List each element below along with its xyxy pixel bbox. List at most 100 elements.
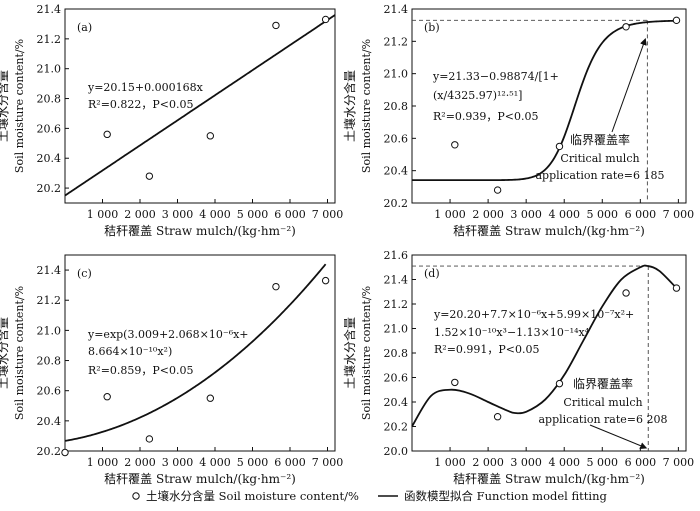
panel-c-data-point — [145, 435, 154, 443]
panel-c-ylabel-cn: 土壤水分含量 — [0, 317, 10, 389]
panel-b-ytick-label: 20.6 — [384, 132, 409, 145]
panel-d-equation-2: 1.52×10⁻¹⁰x³−1.13×10⁻¹⁴x⁴ — [434, 326, 590, 339]
panel-a-tag: (a) — [77, 21, 92, 34]
panel-a-xtick-label: 1 000 — [87, 208, 119, 221]
panel-a-xtick-label: 4 000 — [199, 208, 231, 221]
panel-c-xtick-label: 4 000 — [199, 456, 231, 469]
panel-a-ylabel: 土壤水分含量 Soil moisture content/% — [0, 39, 26, 173]
panel-d-critical-arrow — [589, 424, 648, 449]
panel-b-fit-line — [411, 19, 679, 182]
panel-d-critical-en-2: application rate=6 208 — [539, 413, 668, 426]
panel-c-ytick-label: 20.6 — [37, 385, 62, 398]
panel-c-xtick-label: 7 000 — [312, 456, 344, 469]
panel-c-xlabel: 秸秆覆盖 Straw mulch/(kg·hm⁻²) — [104, 472, 296, 486]
panel-c: 20.2 20.4 20.6 20.8 21.0 21.2 21.4 1 000 2 000 3 … — [0, 254, 344, 486]
panel-a-ytick-label: 21.2 — [37, 33, 62, 46]
panel-d-ylabel-cn: 土壤水分含量 — [342, 317, 357, 389]
panel-c-xtick-label: 2 000 — [124, 456, 156, 469]
panel-b-equation-3: R²=0.939，P<0.05 — [433, 110, 539, 123]
panel-a-frame — [64, 8, 336, 204]
panel-a: 20.2 20.4 20.6 20.8 21.0 21.2 21.4 1 000 2 000 3 … — [0, 3, 343, 238]
panel-c-xtick-label: 3 000 — [162, 456, 194, 469]
panel-c-ytick-label: 20.8 — [37, 355, 62, 368]
legend-line-label: 函数模型拟合 Function model fitting — [404, 489, 607, 503]
panel-c-ytick-label: 21.4 — [37, 264, 62, 277]
panel-c-equation-2: 8.664×10⁻¹⁰x²) — [88, 345, 172, 358]
panel-b-data-point — [555, 142, 564, 151]
panel-b-tag: (b) — [424, 21, 440, 34]
panel-d-data-point — [672, 284, 681, 292]
panel-b-data-point — [672, 16, 681, 25]
panel-a-ytick-label: 20.4 — [37, 152, 62, 165]
panel-c-equation-3: R²=0.859，P<0.05 — [88, 364, 194, 377]
panel-b-ylabel: 土壤水分含量 Soil moisture content/% — [342, 39, 373, 173]
panel-d-ytick-label: 21.0 — [384, 323, 409, 336]
panel-d-xtick-label: 6 000 — [625, 456, 657, 469]
panel-c-ytick-label: 21.0 — [37, 324, 62, 337]
panel-c-xtick-label: 5 000 — [237, 456, 269, 469]
panel-c-frame — [64, 254, 336, 452]
panel-d-ytick-label: 20.0 — [384, 445, 409, 458]
panel-b-ytick-label: 20.4 — [384, 165, 409, 178]
panel-c-data-point — [321, 276, 330, 285]
panel-a-data-point — [321, 15, 330, 24]
panel-a-ylabel-cn: 土壤水分含量 — [0, 70, 10, 142]
panel-b-ytick-label: 21.2 — [384, 35, 409, 48]
panel-c-equation-1: y=exp(3.009+2.068×10⁻⁶x+ — [87, 328, 249, 341]
panel-d-ytick-label: 20.6 — [384, 372, 409, 385]
panel-d-fit-line — [411, 264, 678, 427]
panel-a-xtick-label: 5 000 — [237, 208, 269, 221]
panel-c-xtick-label: 6 000 — [274, 456, 306, 469]
panel-b-ytick-label: 21.0 — [384, 68, 409, 81]
panel-d-xtick-label: 2 000 — [472, 456, 504, 469]
panel-b-equation-1: y=21.33−0.98874/[1+ — [432, 70, 559, 83]
panel-d-xtick-label: 5 000 — [587, 456, 619, 469]
panel-d-data-point — [451, 378, 459, 387]
panel-c-ytick-label: 20.2 — [37, 445, 62, 458]
panel-d-critical-cn: 临界覆盖率 — [573, 376, 633, 391]
panel-d-data-point — [622, 289, 630, 297]
panel-d-ylabel: 土壤水分含量 Soil moisture content/% — [342, 286, 373, 420]
panel-a-ylabel-en: Soil moisture content/% — [13, 39, 26, 173]
panel-b-ytick-label: 21.4 — [384, 3, 409, 16]
panel-b-critical-en-2: application rate=6 185 — [536, 169, 665, 182]
panel-b-xtick-label: 5 000 — [587, 208, 619, 221]
panel-b-xtick-label: 2 000 — [472, 208, 504, 221]
panel-d-xlabel: 秸秆覆盖 Straw mulch/(kg·hm⁻²) — [453, 472, 645, 486]
panel-d: 20.0 20.2 20.4 20.6 20.8 21.0 21.2 21.4 21.6 1 00… — [342, 249, 694, 486]
panel-d-ytick-label: 20.2 — [384, 421, 409, 434]
panel-d-ylabel-en: Soil moisture content/% — [360, 286, 373, 420]
panel-d-equation-3: R²=0.991，P<0.05 — [434, 343, 540, 356]
panel-b-ylabel-cn: 土壤水分含量 — [342, 70, 357, 142]
panel-b-data-point — [451, 141, 459, 149]
panel-a-ytick-label: 20.6 — [37, 122, 62, 135]
panel-b-ylabel-en: Soil moisture content/% — [360, 39, 373, 173]
panel-c-ytick-label: 20.4 — [37, 415, 62, 428]
panel-a-xtick-label: 7 000 — [312, 208, 344, 221]
panel-c-data-point — [61, 448, 69, 457]
panel-b-data-point — [493, 186, 502, 194]
panel-c-fit-line — [64, 263, 327, 442]
panel-a-ytick-label: 21.4 — [37, 3, 62, 16]
panel-a-xtick-label: 3 000 — [162, 208, 194, 221]
panel-a-data-point — [103, 130, 111, 139]
panel-a-xtick-label: 6 000 — [274, 208, 306, 221]
panel-d-data-point — [555, 379, 564, 388]
legend-point-marker — [132, 492, 140, 500]
panel-a-data-point — [145, 172, 154, 180]
panel-c-data-point — [103, 393, 111, 401]
legend-points-label: 土壤水分含量 Soil moisture content/% — [146, 489, 359, 503]
panel-b-critical-cn: 临界覆盖率 — [570, 132, 630, 147]
panel-c-xtick-label: 1 000 — [87, 456, 119, 469]
panel-b-critical-en-1: Critical mulch — [560, 152, 639, 165]
panel-d-tag: (d) — [424, 267, 440, 280]
panel-d-ytick-label: 21.4 — [384, 274, 409, 287]
panel-b-equation-2: (x/4325.97)¹²·⁵¹] — [433, 89, 522, 102]
panel-b-xlabel: 秸秆覆盖 Straw mulch/(kg·hm⁻²) — [453, 224, 645, 238]
legend: 土壤水分含量 Soil moisture content/% 函数模型拟合 Fu… — [132, 489, 607, 503]
panel-a-xlabel: 秸秆覆盖 Straw mulch/(kg·hm⁻²) — [104, 224, 296, 238]
panel-d-critical-en-1: Critical mulch — [563, 396, 642, 409]
panel-d-xtick-label: 7 000 — [663, 456, 695, 469]
panel-d-ytick-label: 20.4 — [384, 396, 409, 409]
panel-b-xtick-label: 4 000 — [548, 208, 580, 221]
